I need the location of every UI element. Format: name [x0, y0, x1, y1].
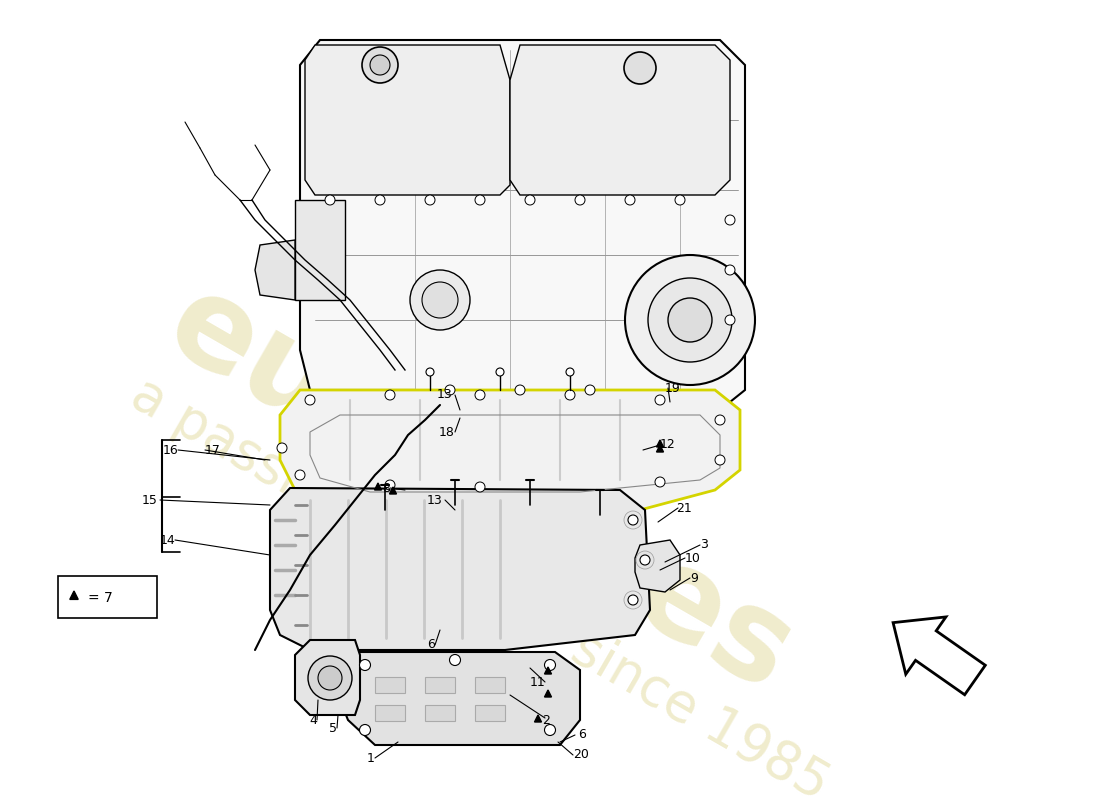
Text: 8: 8	[382, 482, 390, 494]
Circle shape	[496, 368, 504, 376]
Text: 20: 20	[573, 749, 588, 762]
Circle shape	[640, 555, 650, 565]
Circle shape	[628, 595, 638, 605]
Circle shape	[362, 47, 398, 83]
Polygon shape	[280, 390, 740, 510]
Circle shape	[450, 654, 461, 666]
Circle shape	[654, 395, 666, 405]
Circle shape	[575, 195, 585, 205]
Circle shape	[628, 515, 638, 525]
Circle shape	[544, 725, 556, 735]
Polygon shape	[300, 40, 745, 410]
Polygon shape	[893, 617, 986, 694]
Circle shape	[295, 470, 305, 480]
Circle shape	[308, 656, 352, 700]
Circle shape	[422, 282, 458, 318]
Text: 12: 12	[660, 438, 675, 451]
Polygon shape	[535, 715, 541, 722]
Text: 6: 6	[427, 638, 434, 651]
Polygon shape	[255, 240, 295, 300]
Text: 15: 15	[142, 494, 158, 506]
Text: 13: 13	[427, 494, 442, 506]
Text: 9: 9	[690, 571, 697, 585]
Circle shape	[318, 666, 342, 690]
Circle shape	[370, 55, 390, 75]
Circle shape	[715, 415, 725, 425]
Circle shape	[715, 455, 725, 465]
Bar	[425, 677, 455, 693]
Text: 4: 4	[309, 714, 317, 726]
Circle shape	[426, 368, 434, 376]
Circle shape	[725, 265, 735, 275]
Circle shape	[585, 385, 595, 395]
Text: 13: 13	[437, 389, 452, 402]
Circle shape	[305, 395, 315, 405]
Circle shape	[544, 659, 556, 670]
Polygon shape	[340, 652, 580, 745]
Circle shape	[675, 195, 685, 205]
Circle shape	[475, 482, 485, 492]
Polygon shape	[305, 45, 510, 195]
Circle shape	[725, 215, 735, 225]
Text: 5: 5	[329, 722, 337, 734]
Text: 10: 10	[685, 551, 701, 565]
Circle shape	[475, 390, 485, 400]
Polygon shape	[657, 445, 663, 452]
Circle shape	[668, 298, 712, 342]
Text: 16: 16	[163, 443, 178, 457]
Polygon shape	[270, 488, 650, 650]
Text: 2: 2	[542, 714, 550, 726]
Polygon shape	[544, 667, 551, 674]
Circle shape	[324, 195, 336, 205]
Circle shape	[277, 443, 287, 453]
Circle shape	[625, 195, 635, 205]
Text: a passion for parts since 1985: a passion for parts since 1985	[122, 368, 838, 800]
Circle shape	[566, 368, 574, 376]
Bar	[295, 200, 345, 300]
Text: 6: 6	[578, 729, 586, 742]
Circle shape	[375, 195, 385, 205]
Text: 3: 3	[700, 538, 708, 551]
Polygon shape	[374, 483, 382, 490]
Text: 17: 17	[205, 443, 221, 457]
Circle shape	[385, 480, 395, 490]
Circle shape	[525, 195, 535, 205]
Text: 1: 1	[367, 751, 375, 765]
Polygon shape	[295, 640, 360, 715]
Text: 14: 14	[160, 534, 175, 546]
Circle shape	[446, 385, 455, 395]
Circle shape	[654, 477, 666, 487]
Text: = 7: = 7	[88, 591, 112, 605]
Text: 11: 11	[529, 675, 544, 689]
Polygon shape	[389, 487, 396, 494]
Circle shape	[475, 195, 485, 205]
Polygon shape	[544, 690, 551, 697]
Circle shape	[625, 255, 755, 385]
Polygon shape	[510, 45, 730, 195]
Bar	[425, 705, 455, 721]
Text: 19: 19	[666, 382, 681, 394]
Polygon shape	[69, 591, 78, 599]
Circle shape	[360, 725, 371, 735]
Text: 18: 18	[439, 426, 455, 438]
Circle shape	[565, 390, 575, 400]
Polygon shape	[635, 540, 680, 592]
Bar	[375, 677, 405, 693]
Circle shape	[648, 278, 732, 362]
Text: 21: 21	[676, 502, 692, 514]
Circle shape	[385, 390, 395, 400]
Bar	[375, 705, 405, 721]
Circle shape	[360, 659, 371, 670]
FancyBboxPatch shape	[58, 576, 157, 618]
Circle shape	[515, 385, 525, 395]
Text: eurocares: eurocares	[146, 262, 814, 718]
Bar	[475, 677, 505, 693]
Circle shape	[425, 195, 435, 205]
Polygon shape	[657, 440, 663, 447]
Circle shape	[624, 52, 656, 84]
Circle shape	[725, 315, 735, 325]
Bar	[475, 705, 505, 721]
Circle shape	[410, 270, 470, 330]
